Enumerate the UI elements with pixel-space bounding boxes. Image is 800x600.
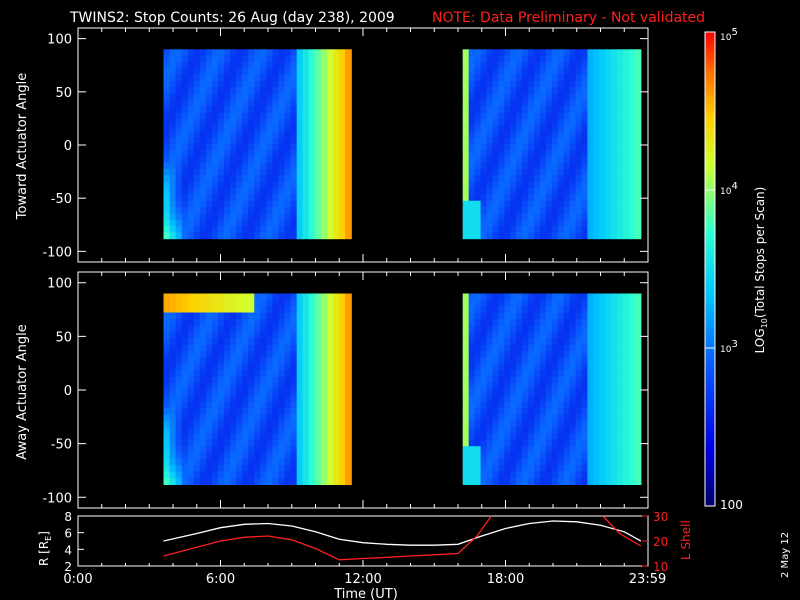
time-tick-label: 0:00 xyxy=(63,572,92,587)
colorbar-tick-label: 103 xyxy=(720,339,738,355)
orbit-panel: 2 4 6 8 10 20 30 xyxy=(64,510,668,574)
colorbar-tick-label: 104 xyxy=(720,181,738,197)
colorbar-tick-label: 105 xyxy=(720,27,738,43)
toward-ytick-label: 100 xyxy=(47,33,72,48)
generation-date: 2 May 12 xyxy=(780,532,791,578)
toward-ytick-label: -50 xyxy=(51,192,72,207)
chart-title: TWINS2: Stop Counts: 26 Aug (day 238), 2… xyxy=(69,10,395,26)
time-tick-label: 23:59 xyxy=(629,572,666,587)
toward-angle-ylabel: Toward Actuator Angle xyxy=(15,73,30,220)
toward-heatmap-panel: 100 50 0 -50 -100 xyxy=(42,27,649,263)
colorbar xyxy=(704,31,716,507)
time-tick-label: 12:00 xyxy=(344,572,381,587)
away-angle-ylabel: Away Actuator Angle xyxy=(15,324,30,459)
r-ytick-label: 4 xyxy=(64,543,72,557)
colorbar-ticks: 105 104 103 100 xyxy=(705,27,743,512)
time-axis-ticks: 0:00 6:00 12:00 18:00 23:59 xyxy=(63,572,666,587)
toward-heatmap-cells xyxy=(163,49,642,240)
l-shell-line-2 xyxy=(602,516,642,547)
r-ytick-label: 6 xyxy=(64,527,72,541)
time-axis-label: Time (UT) xyxy=(333,587,398,600)
away-ytick-label: -100 xyxy=(42,491,72,506)
away-ytick-label: 0 xyxy=(64,384,72,399)
l-shell-line-1 xyxy=(163,516,492,561)
away-ytick-label: 50 xyxy=(55,330,72,345)
toward-ytick-label: 0 xyxy=(64,139,72,154)
preliminary-note: NOTE: Data Preliminary - Not validated xyxy=(432,10,705,26)
r-ytick-label: 2 xyxy=(64,560,72,574)
r-distance-line xyxy=(163,520,642,546)
colorbar-tick-label: 100 xyxy=(720,498,743,512)
away-heatmap-panel: 100 50 0 -50 -100 xyxy=(42,271,649,509)
l-shell-ylabel: L Shell xyxy=(679,520,693,560)
l-shell-ytick-label: 10 xyxy=(653,560,668,574)
away-ytick-label: 100 xyxy=(47,277,72,292)
r-ytick-label: 8 xyxy=(64,510,72,524)
toward-ytick-label: -100 xyxy=(42,245,72,260)
l-shell-ytick-label: 30 xyxy=(653,510,668,524)
away-heatmap-cells xyxy=(163,293,642,485)
l-shell-ytick-label: 20 xyxy=(653,535,668,549)
time-tick-label: 6:00 xyxy=(206,572,235,587)
colorbar-label: LOG10(Total Stops per Scan) xyxy=(753,187,769,354)
toward-ytick-label: 50 xyxy=(55,86,72,101)
away-ytick-label: -50 xyxy=(51,438,72,453)
r-ylabel: R [RE] xyxy=(37,531,53,566)
time-tick-label: 18:00 xyxy=(487,572,524,587)
